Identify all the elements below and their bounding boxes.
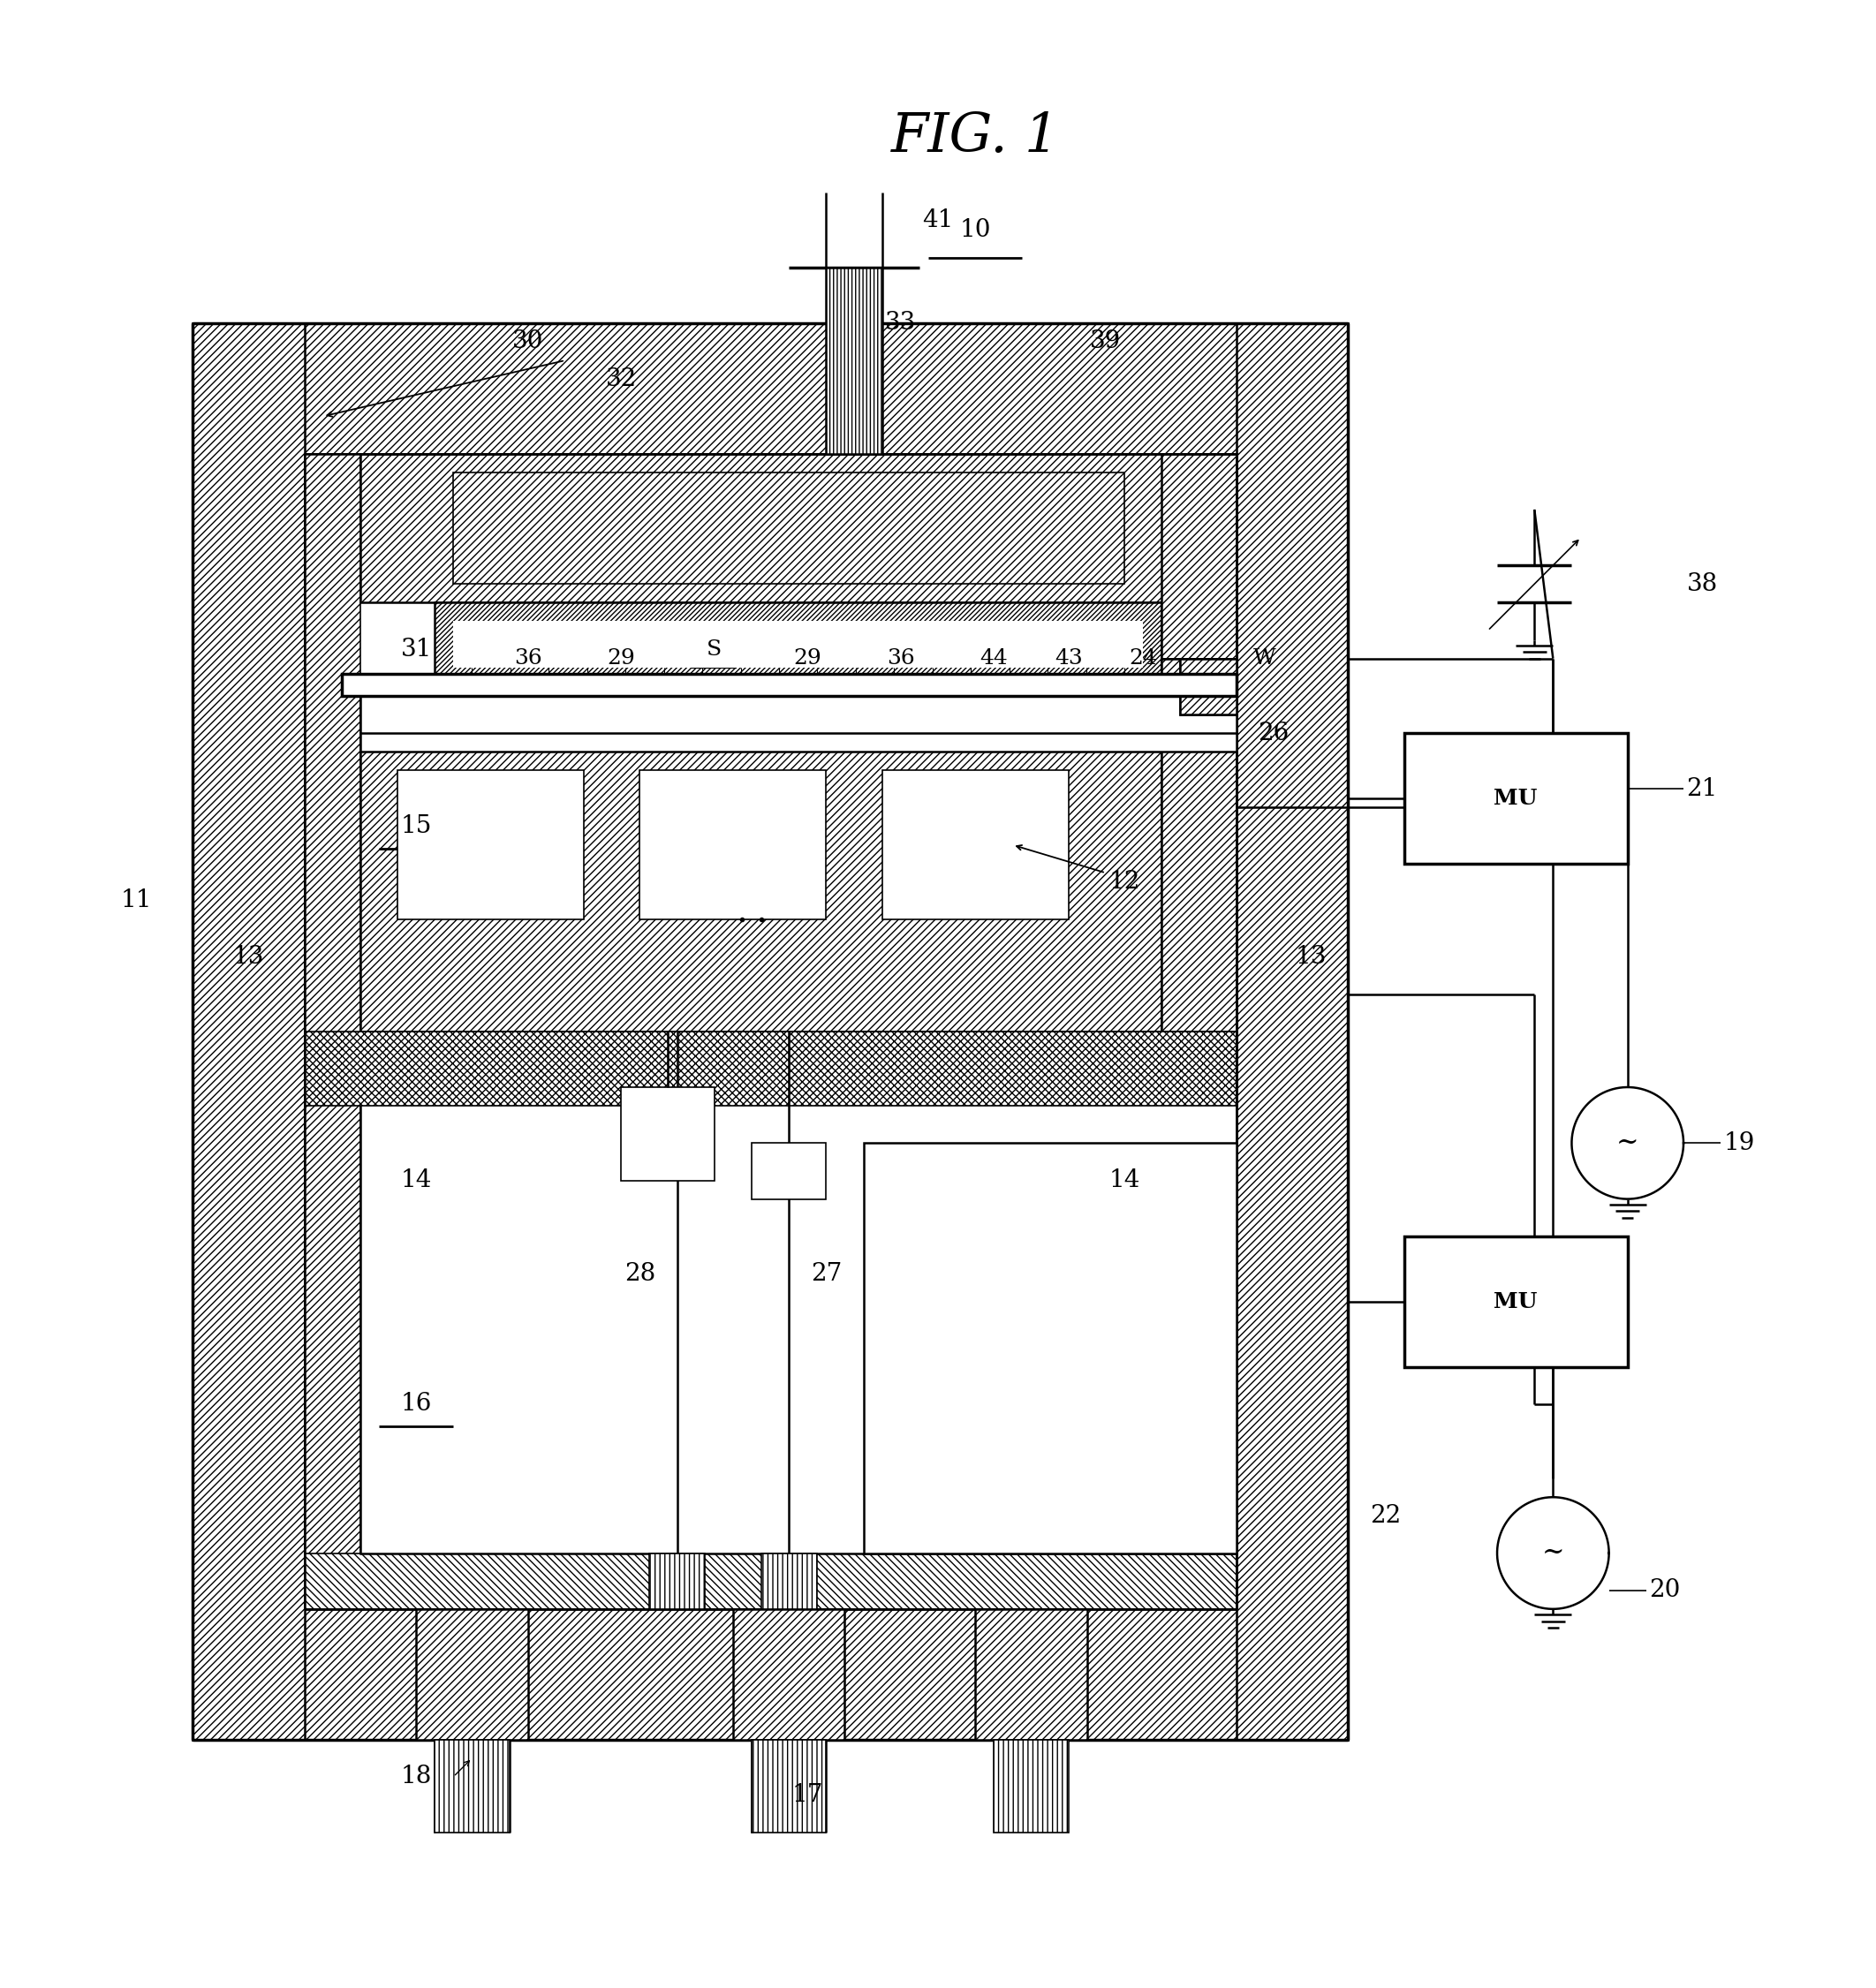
Text: FIG. 1: FIG. 1 <box>891 109 1060 163</box>
Text: 33: 33 <box>885 312 915 336</box>
Bar <box>752 1143 825 1199</box>
Text: 16: 16 <box>401 1392 431 1415</box>
Bar <box>360 696 1236 1032</box>
Text: 11: 11 <box>120 889 152 912</box>
Bar <box>863 1143 1236 1553</box>
Text: 38: 38 <box>1687 573 1718 596</box>
Bar <box>1180 658 1236 714</box>
Text: 24: 24 <box>1129 648 1157 668</box>
Text: 27: 27 <box>810 1262 842 1286</box>
Text: 13: 13 <box>233 944 265 968</box>
Bar <box>1161 658 1236 1032</box>
Text: 14: 14 <box>1109 1169 1141 1193</box>
Text: 15: 15 <box>401 815 431 839</box>
Text: 22: 22 <box>1369 1503 1401 1527</box>
Text: 20: 20 <box>1649 1578 1681 1602</box>
Text: 10: 10 <box>961 219 991 243</box>
Text: 43: 43 <box>1054 648 1082 668</box>
Bar <box>734 1608 844 1740</box>
Text: ~: ~ <box>1617 1129 1640 1157</box>
Bar <box>1403 1237 1628 1366</box>
Bar <box>304 453 1236 1608</box>
Bar <box>752 1740 825 1833</box>
Text: 13: 13 <box>1294 944 1326 968</box>
Text: 31: 31 <box>401 638 431 662</box>
Text: 14: 14 <box>401 1169 431 1193</box>
Bar <box>360 714 1236 751</box>
Text: 28: 28 <box>625 1262 655 1286</box>
Text: 32: 32 <box>606 368 636 392</box>
Bar <box>621 1087 715 1181</box>
Bar <box>435 602 1161 696</box>
Bar <box>454 473 1124 584</box>
Text: 36: 36 <box>514 648 542 668</box>
Text: 30: 30 <box>512 330 544 354</box>
Bar <box>398 771 583 920</box>
Bar <box>435 1740 510 1833</box>
Bar <box>304 1553 1236 1608</box>
Bar <box>640 771 825 920</box>
Text: 29: 29 <box>608 648 636 668</box>
Text: W: W <box>1253 648 1276 668</box>
Bar <box>304 453 360 1608</box>
Text: MU: MU <box>1493 1290 1538 1312</box>
Text: 18: 18 <box>401 1765 431 1789</box>
Text: 26: 26 <box>1259 722 1289 746</box>
Bar <box>762 1553 816 1608</box>
Bar <box>1236 324 1349 1740</box>
Bar <box>360 1032 1236 1553</box>
Bar <box>1403 734 1628 863</box>
Text: ~: ~ <box>1542 1539 1565 1567</box>
Bar <box>454 473 1124 584</box>
Bar <box>1161 658 1236 1032</box>
Bar <box>976 1608 1086 1740</box>
Text: 12: 12 <box>1109 871 1141 895</box>
Bar <box>882 771 1069 920</box>
Text: 21: 21 <box>1687 777 1718 801</box>
Bar <box>1161 453 1236 658</box>
Bar <box>454 622 1142 668</box>
Bar <box>649 1553 705 1608</box>
Bar <box>360 696 1236 734</box>
Bar <box>193 1608 1349 1740</box>
Bar <box>416 1608 527 1740</box>
Text: 36: 36 <box>887 648 915 668</box>
Bar <box>341 674 1236 696</box>
Text: 44: 44 <box>979 648 1007 668</box>
Text: 17: 17 <box>792 1783 824 1807</box>
Bar <box>193 324 1349 453</box>
Text: 29: 29 <box>794 648 822 668</box>
Bar <box>825 266 882 453</box>
Bar <box>360 453 1236 602</box>
Text: 41: 41 <box>923 209 953 233</box>
Text: S: S <box>707 638 722 660</box>
Bar <box>304 1032 1236 1105</box>
Bar <box>1180 658 1236 714</box>
Text: 19: 19 <box>1724 1131 1756 1155</box>
Text: 39: 39 <box>1090 330 1122 354</box>
Bar <box>994 1740 1069 1833</box>
Bar <box>1180 453 1236 1608</box>
Text: MU: MU <box>1493 787 1538 809</box>
Bar <box>193 324 304 1740</box>
